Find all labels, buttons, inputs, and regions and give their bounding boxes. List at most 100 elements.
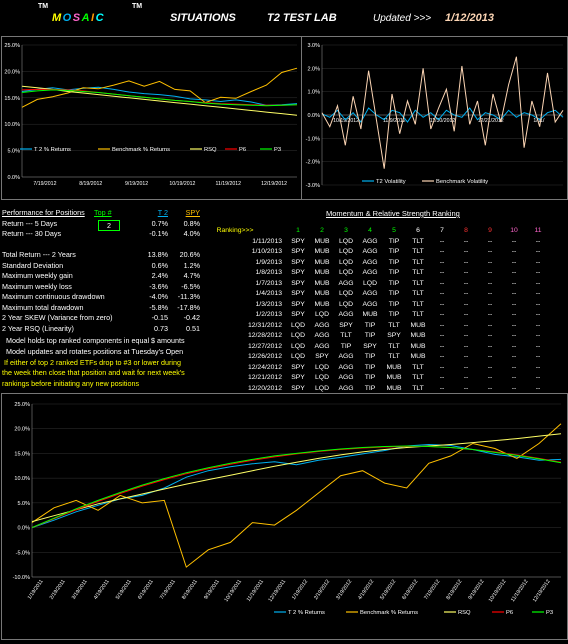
y-tick-label: 3.0% xyxy=(307,43,320,49)
ranking-cell: -- xyxy=(535,279,541,287)
ranking-cell: -- xyxy=(487,353,493,360)
x-tick-label: 4/19/2011 xyxy=(93,579,111,601)
ranking-cell: -- xyxy=(463,363,469,371)
ranking-col-header: 3 xyxy=(344,227,348,234)
top-count-input[interactable]: 2 xyxy=(98,220,120,231)
perf-col-spy: SPY xyxy=(185,208,200,217)
ranking-cell: LQD xyxy=(315,311,329,318)
ranking-cell: -- xyxy=(535,290,541,297)
ranking-cell: SPY xyxy=(291,384,305,392)
ranking-cell: MUB xyxy=(386,374,402,381)
ranking-cell: TLT xyxy=(412,363,424,371)
ranking-cell: -- xyxy=(487,279,493,287)
y-tick-label: 20.0% xyxy=(14,427,30,433)
perf-t2: -0.1% xyxy=(149,229,168,238)
ranking-cell: TLT xyxy=(340,332,352,339)
ranking-cell: -- xyxy=(535,321,541,329)
ranking-cell: TIP xyxy=(364,384,376,392)
ranking-date: 12/24/2012 xyxy=(247,363,282,371)
ranking-date: 1/2/2013 xyxy=(255,311,282,318)
perf-spy: -17.8% xyxy=(177,302,200,312)
logo-letter: I xyxy=(91,12,96,24)
ranking-cell: TLT xyxy=(388,342,400,350)
ranking-cell: -- xyxy=(535,384,541,392)
x-tick-label: 10/19/2012 xyxy=(169,181,195,187)
ranking-cell: -- xyxy=(487,248,493,255)
ranking-col-header: 9 xyxy=(488,227,492,234)
perf-label: Maximum weekly gain xyxy=(2,271,73,280)
ranking-cell: -- xyxy=(463,374,469,381)
ranking-cell: -- xyxy=(439,237,445,245)
ranking-cell: -- xyxy=(463,384,469,392)
ranking-cell: LQD xyxy=(339,248,353,255)
legend-label: T2 Volatility xyxy=(376,179,406,185)
perf-spy: 0.51 xyxy=(186,323,200,333)
ranking-cell: LQD xyxy=(339,269,353,276)
ranking-cell: -- xyxy=(487,237,493,245)
ranking-cell: -- xyxy=(535,237,541,245)
ranking-cell: TIP xyxy=(364,353,376,360)
model-notes: Model holds top ranked components in equ… xyxy=(2,336,302,390)
perf-label: Maximum total drawdown xyxy=(2,302,84,312)
ranking-row: 12/21/2012 SPY LQD AGG TIP MUB TLT -- -- -- -- -- xyxy=(210,373,566,384)
ranking-cell: -- xyxy=(535,248,541,255)
x-tick-label: 7/19/2012 xyxy=(33,181,56,187)
ranking-cell: AGG xyxy=(362,290,378,297)
ranking-cell: -- xyxy=(511,248,517,255)
ranking-cell: TIP xyxy=(388,248,400,255)
ranking-cell: AGG xyxy=(338,374,354,381)
ranking-cell: LQD xyxy=(291,321,305,329)
ranking-cell: TIP xyxy=(388,258,400,266)
ranking-cell: MUB xyxy=(410,321,426,329)
ranking-cell: -- xyxy=(487,300,493,308)
ranking-date: 1/8/2013 xyxy=(255,269,282,276)
ranking-cell: -- xyxy=(439,258,445,266)
ranking-cell: -- xyxy=(535,311,541,318)
ranking-cell: LQD xyxy=(291,332,305,339)
ranking-cell: AGG xyxy=(362,248,378,255)
ranking-cell: -- xyxy=(463,311,469,318)
perf-spy: 4.0% xyxy=(183,229,200,238)
ranking-cell: -- xyxy=(463,248,469,255)
perf-spy: 0.8% xyxy=(183,218,200,228)
ranking-cell: -- xyxy=(439,300,445,308)
ranking-row: 1/2/2013 SPY LQD AGG MUB TIP TLT -- -- -- -- -- xyxy=(210,310,566,321)
perf-row: Maximum weekly gain 2.4% 4.7% xyxy=(2,271,212,282)
series-line xyxy=(31,445,562,529)
updated-label: Updated >>> xyxy=(373,13,432,24)
ranking-cell: -- xyxy=(535,269,541,276)
perf-label: 2 Year RSQ (Linearity) xyxy=(2,323,74,333)
ranking-date: 1/10/2013 xyxy=(251,248,282,255)
series-line xyxy=(21,67,298,108)
y-tick-label: 10.0% xyxy=(14,476,30,482)
perf-label: 2 Year SKEW (Variance from zero) xyxy=(2,313,113,322)
ranking-date: 1/4/2013 xyxy=(255,290,282,297)
performance-table: Performance for Positions Top # T 2 SPY … xyxy=(2,208,212,333)
x-tick-label: 1/11/ xyxy=(533,118,545,124)
ranking-col-header: 7 xyxy=(440,227,444,234)
ranking-cell: SPY xyxy=(291,374,305,381)
ranking-cell: TIP xyxy=(364,332,376,339)
trademark-1: TM xyxy=(38,3,49,10)
ranking-cell: LQD xyxy=(339,258,353,266)
x-tick-label: 6/19/2012 xyxy=(401,579,419,601)
perf-spy: 1.2% xyxy=(183,260,200,270)
ranking-row: 1/10/2013 SPY MUB LQD AGG TIP TLT -- -- -- -- -- xyxy=(210,247,566,258)
ranking-cell: -- xyxy=(511,374,517,381)
ranking-table: Ranking>>> 1 2 3 4 5 6 7 8 9 10 11 1/11/2013 SPY MUB L… xyxy=(210,226,566,394)
ranking-cell: MUB xyxy=(386,384,402,392)
logo-mosaic: MOSAIC xyxy=(52,12,105,24)
ranking-cell: -- xyxy=(487,332,493,339)
ranking-row: 12/24/2012 SPY LQD AGG TIP MUB TLT -- -- -- -- -- xyxy=(210,363,566,374)
ranking-cell: MUB xyxy=(410,332,426,339)
ranking-cell: -- xyxy=(463,342,469,350)
ranking-cell: MUB xyxy=(314,300,330,308)
legend-label: RSQ xyxy=(204,147,217,153)
series-line xyxy=(21,89,298,107)
ranking-row: 12/27/2012 LQD AGG TIP SPY TLT MUB -- -- -- -- -- xyxy=(210,342,566,353)
perf-spy: -0.42 xyxy=(183,313,200,322)
ranking-cell: TLT xyxy=(412,269,424,276)
perf-t2: 0.7% xyxy=(151,218,168,228)
x-tick-label: 10/19/2011 xyxy=(223,579,243,603)
ranking-cell: -- xyxy=(439,321,445,329)
